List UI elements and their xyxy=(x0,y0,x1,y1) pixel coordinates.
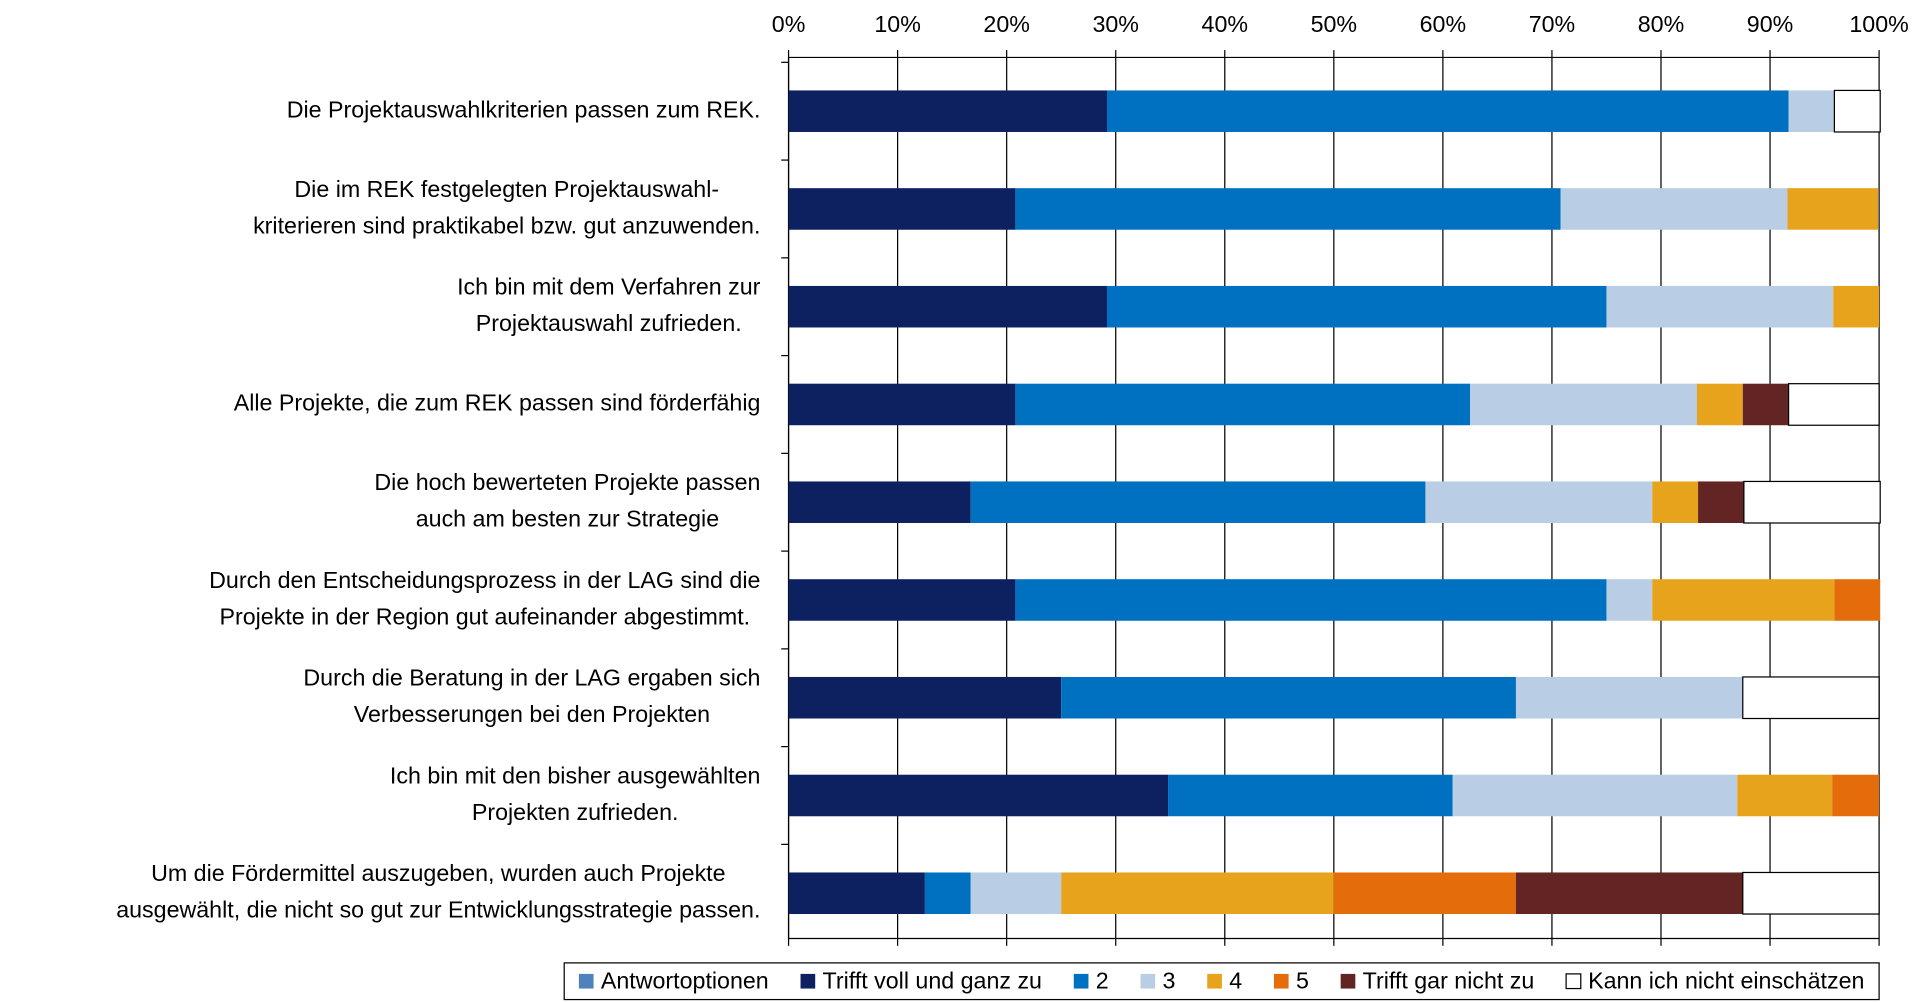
legend-swatch xyxy=(1273,973,1289,989)
bar-segment xyxy=(1832,774,1880,817)
bar-segment xyxy=(1515,872,1743,915)
bar-segment xyxy=(1515,676,1743,719)
bar-segment xyxy=(788,676,1062,719)
bar-segment xyxy=(1061,676,1516,719)
legend-label: 2 xyxy=(1096,968,1109,994)
legend-label: Trifft gar nicht zu xyxy=(1363,968,1535,994)
bar-segment xyxy=(1333,872,1516,915)
x-tick-label: 70% xyxy=(1529,11,1575,37)
bar-segment xyxy=(788,872,925,915)
bar-segment xyxy=(1787,383,1880,426)
legend-label: Antwortoptionen xyxy=(601,968,769,994)
category-label: Projektauswahl zufrieden. xyxy=(476,310,742,336)
bar-segment xyxy=(1696,383,1743,426)
category-label: Alle Projekte, die zum REK passen sind f… xyxy=(234,390,761,416)
x-tick-label: 100% xyxy=(1849,11,1908,37)
bar-segment xyxy=(1743,480,1881,524)
legend-swatch xyxy=(1207,973,1222,989)
x-tick-label: 10% xyxy=(874,11,920,37)
category-label: Die Projektauswahlkriterien passen zum R… xyxy=(287,96,761,122)
bar-segment xyxy=(1061,872,1334,915)
bar-segment xyxy=(788,383,1016,426)
bar-segment xyxy=(1425,481,1653,523)
bar-segment xyxy=(1742,676,1880,720)
legend-label: 4 xyxy=(1229,968,1242,994)
category-label: kriterieren sind praktikabel bzw. gut an… xyxy=(253,212,760,238)
category-label: Durch die Beratung in der LAG ergaben si… xyxy=(303,665,760,691)
bar-segment xyxy=(1833,89,1881,133)
category-label: Ich bin mit den bisher ausgewählten xyxy=(390,762,761,788)
category-label: Projekten zufrieden. xyxy=(472,799,679,825)
bar-segment xyxy=(924,872,971,915)
bar-segment xyxy=(1106,285,1607,328)
bar-segment xyxy=(1015,579,1607,621)
legend-swatch xyxy=(1565,973,1582,990)
x-tick-label: 60% xyxy=(1420,11,1466,37)
bar-segment xyxy=(1737,774,1833,817)
bar-segment xyxy=(1652,481,1699,523)
bar-segment xyxy=(788,579,1016,621)
bar-segment xyxy=(1652,579,1835,621)
bar-segment xyxy=(1015,188,1561,230)
legend-swatch xyxy=(578,973,594,989)
bar-segment xyxy=(970,481,1426,523)
bar-segment xyxy=(788,774,1169,817)
bar-segment xyxy=(1788,90,1835,132)
legend-label: Kann ich nicht einschätzen xyxy=(1588,968,1864,994)
bar-segment xyxy=(1742,383,1789,426)
bar-segment xyxy=(788,285,1107,328)
x-tick-label: 50% xyxy=(1311,11,1357,37)
bar-segment xyxy=(788,481,971,523)
category-label: Verbesserungen bei den Projekten xyxy=(354,701,710,727)
category-label: ausgewählt, die nicht so gut zur Entwick… xyxy=(116,897,760,923)
category-label: Die im REK festgelegten Projektauswahl- xyxy=(294,176,719,202)
bar-segment xyxy=(1470,383,1697,426)
bar-segment xyxy=(788,90,1107,132)
legend-swatch xyxy=(800,973,816,989)
x-tick-label: 80% xyxy=(1638,11,1684,37)
legend-label: 5 xyxy=(1296,968,1309,994)
x-tick-label: 20% xyxy=(983,11,1029,37)
category-label: Um die Fördermittel auszugeben, wurden a… xyxy=(151,860,725,886)
category-label: Durch den Entscheidungsprozess in der LA… xyxy=(209,567,760,593)
bar-segment xyxy=(1606,579,1653,621)
bar-segment xyxy=(1742,871,1880,915)
category-label: Projekte in der Region gut aufeinander a… xyxy=(219,603,750,629)
x-tick-label: 0% xyxy=(772,11,806,37)
bar-segment xyxy=(970,872,1062,915)
category-label: Die hoch bewerteten Projekte passen xyxy=(374,469,760,495)
x-tick-label: 30% xyxy=(1092,11,1138,37)
legend-box xyxy=(563,962,1880,1001)
bar-segment xyxy=(1106,90,1789,132)
bar-segment xyxy=(1834,579,1881,621)
legend-label: Trifft voll und ganz zu xyxy=(823,968,1042,994)
bar-segment xyxy=(1787,188,1879,230)
x-tick-label: 90% xyxy=(1747,11,1793,37)
bar-segment xyxy=(1015,383,1471,426)
legend-swatch xyxy=(1340,973,1356,989)
bar-segment xyxy=(1698,481,1744,523)
bar-segment xyxy=(1606,285,1834,328)
bar-segment xyxy=(788,188,1016,230)
legend-label: 3 xyxy=(1163,968,1176,994)
legend-swatch xyxy=(1140,973,1156,989)
x-tick-label: 40% xyxy=(1202,11,1248,37)
bar-segment xyxy=(1168,774,1453,817)
category-label: Ich bin mit dem Verfahren zur xyxy=(457,274,761,300)
bar-segment xyxy=(1833,285,1880,328)
bar-segment xyxy=(1560,188,1788,230)
legend-swatch xyxy=(1073,973,1089,989)
bar-segment xyxy=(1452,774,1738,817)
category-label: auch am besten zur Strategie xyxy=(416,506,719,532)
